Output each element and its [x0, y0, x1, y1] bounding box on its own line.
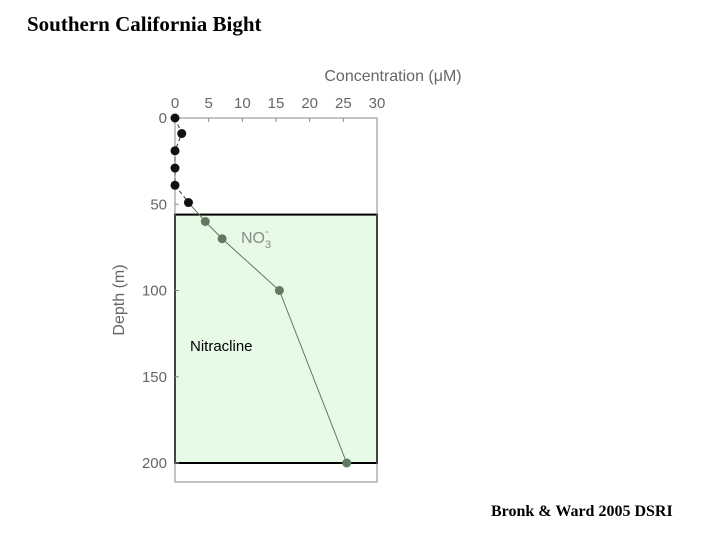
data-point-0 [170, 113, 180, 123]
data-point-3 [170, 163, 180, 173]
data-point-8 [274, 286, 284, 295]
citation: Bronk & Ward 2005 DSRI [491, 503, 673, 520]
x-tick-label-0: 0 [171, 95, 179, 112]
data-point-6 [200, 217, 210, 226]
data-point-4 [170, 180, 180, 190]
y-axis-label: Depth (m) [111, 264, 128, 335]
x-tick-label-4: 20 [301, 95, 318, 112]
x-tick-label-6: 30 [369, 95, 386, 112]
data-point-5 [183, 198, 193, 208]
nitracline-region [174, 213, 378, 464]
data-point-1 [177, 129, 187, 139]
x-tick-label-5: 25 [335, 95, 352, 112]
y-tick-label-4: 200 [142, 455, 167, 472]
x-tick-label-2: 10 [234, 95, 251, 112]
data-point-9 [342, 458, 352, 468]
x-tick-label-3: 15 [268, 95, 285, 112]
y-tick-label-1: 50 [150, 196, 167, 213]
y-tick-label-3: 150 [142, 369, 167, 386]
slide-title: Southern California Bight [27, 12, 262, 36]
y-tick-label-0: 0 [159, 110, 167, 127]
x-axis-label: Concentration (μM) [324, 68, 461, 85]
y-tick-label-2: 100 [142, 283, 167, 300]
nitracline-label: Nitracline [190, 338, 253, 355]
data-point-7 [217, 234, 227, 244]
series-label: NO3- [241, 226, 271, 251]
x-tick-label-1: 5 [204, 95, 212, 112]
data-point-2 [170, 146, 180, 156]
